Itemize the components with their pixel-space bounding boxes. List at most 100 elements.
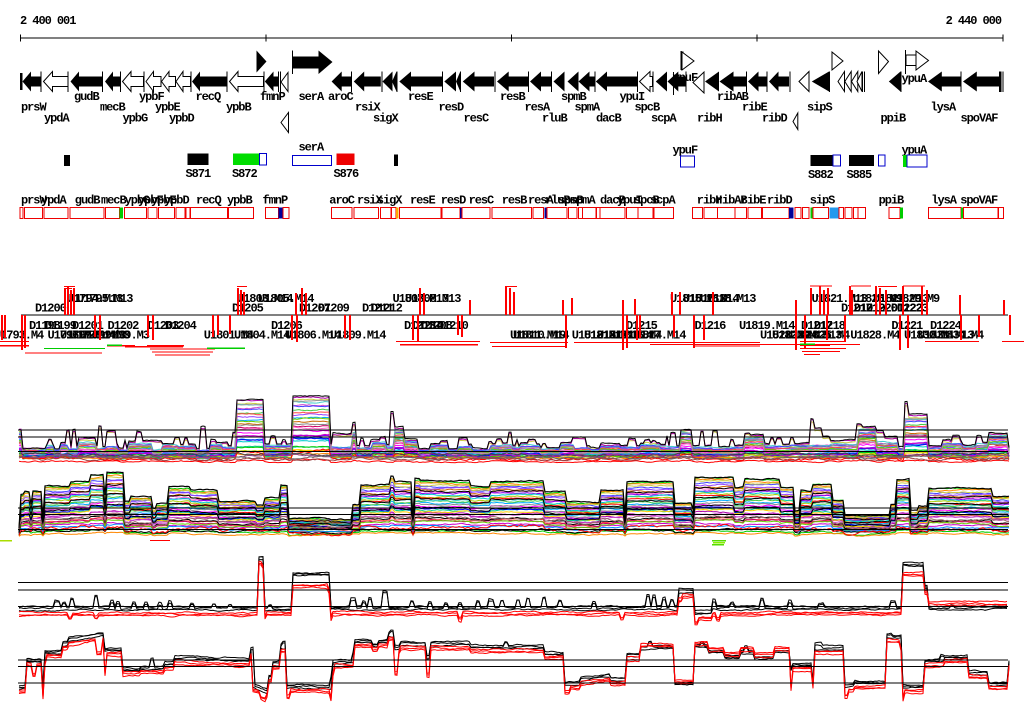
svg-text:U1805.M14: U1805.M14 xyxy=(258,292,314,306)
svg-text:ypdA: ypdA xyxy=(41,194,67,208)
svg-text:S882: S882 xyxy=(808,168,833,182)
svg-text:D1204: D1204 xyxy=(165,319,197,333)
svg-text:U1797.M14: U1797.M14 xyxy=(60,329,116,343)
svg-text:ribE: ribE xyxy=(741,194,766,208)
svg-text:recQ: recQ xyxy=(196,90,221,104)
svg-text:aroC: aroC xyxy=(328,90,353,104)
svg-text:U1811.M19: U1811.M19 xyxy=(510,329,566,343)
svg-text:U1801.M4: U1801.M4 xyxy=(204,329,254,343)
svg-text:D1200: D1200 xyxy=(35,302,67,316)
svg-text:ypuA: ypuA xyxy=(902,72,928,86)
svg-text:D1202: D1202 xyxy=(108,319,140,333)
svg-text:/99.M3: /99.M3 xyxy=(112,329,150,343)
svg-text:D1224: D1224 xyxy=(930,319,962,333)
svg-text:U1812.M13: U1812.M13 xyxy=(572,329,628,343)
svg-text:ribD: ribD xyxy=(767,194,792,208)
svg-text:U1823.M13: U1823.M13 xyxy=(772,329,828,343)
svg-text:ypbE: ypbE xyxy=(151,194,176,208)
svg-text:spmB: spmB xyxy=(558,194,583,208)
svg-text:D1198: D1198 xyxy=(29,319,61,333)
svg-text:sipS: sipS xyxy=(807,101,832,115)
svg-text:U1826.M9: U1826.M9 xyxy=(853,292,903,306)
svg-text:mecB: mecB xyxy=(101,194,126,208)
svg-text:spmA: spmA xyxy=(575,101,601,115)
svg-text:resA: resA xyxy=(528,194,554,208)
svg-text:ppiB: ppiB xyxy=(881,112,906,126)
svg-text:rluB: rluB xyxy=(542,112,567,126)
svg-text:S872: S872 xyxy=(232,167,257,181)
svg-text:spcB: spcB xyxy=(634,194,659,208)
svg-text:resE: resE xyxy=(408,90,433,104)
svg-text:D1215: D1215 xyxy=(626,319,658,333)
svg-text:spoVAF: spoVAF xyxy=(960,194,998,208)
svg-text:ribAB: ribAB xyxy=(716,194,748,208)
svg-text:mecB: mecB xyxy=(100,101,125,115)
svg-text:U1821.M13: U1821.M13 xyxy=(812,292,868,306)
svg-text:D1218: D1218 xyxy=(814,319,846,333)
svg-text:fmnP: fmnP xyxy=(260,90,285,104)
svg-text:serA: serA xyxy=(299,90,325,104)
svg-text:U1794.M13: U1794.M13 xyxy=(67,292,123,306)
svg-text:U1817.M14: U1817.M14 xyxy=(630,329,686,343)
svg-text:D1201: D1201 xyxy=(72,319,104,333)
svg-text:resC: resC xyxy=(464,112,489,126)
svg-text:D1223: D1223 xyxy=(897,302,929,316)
svg-text:D1205: D1205 xyxy=(232,302,264,316)
svg-text:fmnP: fmnP xyxy=(263,194,288,208)
svg-text:ypbD: ypbD xyxy=(169,112,194,126)
svg-text:aroC: aroC xyxy=(329,194,354,208)
svg-text:gudB: gudB xyxy=(74,90,99,104)
svg-text:ribH: ribH xyxy=(697,112,722,126)
svg-text:D1210: D1210 xyxy=(437,319,469,333)
svg-text:D1211: D1211 xyxy=(362,302,394,316)
svg-text:U1818.M13: U1818.M13 xyxy=(700,292,756,306)
svg-text:scpA: scpA xyxy=(650,194,676,208)
svg-text:U1799.M3: U1799.M3 xyxy=(80,329,130,343)
svg-text:ypdA: ypdA xyxy=(44,112,70,126)
svg-text:D1206: D1206 xyxy=(271,319,303,333)
svg-text:ypbD: ypbD xyxy=(164,194,189,208)
svg-text:D1213: D1213 xyxy=(404,319,436,333)
svg-text:U1796.M4: U1796.M4 xyxy=(48,329,98,343)
svg-text:U1834.M4: U1834.M4 xyxy=(934,329,984,343)
svg-text:ypbG: ypbG xyxy=(123,112,148,126)
svg-text:gudB: gudB xyxy=(75,194,100,208)
svg-text:resD: resD xyxy=(439,101,464,115)
svg-text:ribE: ribE xyxy=(742,101,767,115)
svg-text:U1804.M14: U1804.M14 xyxy=(234,329,290,343)
svg-text:U1816.M14: U1816.M14 xyxy=(683,292,739,306)
svg-text:scpA: scpA xyxy=(651,112,677,126)
svg-text:D1217: D1217 xyxy=(841,302,873,316)
svg-text:2 440 000: 2 440 000 xyxy=(946,14,1002,28)
svg-text:spmB: spmB xyxy=(561,90,586,104)
svg-text:lysA: lysA xyxy=(931,101,957,115)
svg-text:sigX: sigX xyxy=(373,112,399,126)
svg-text:D1203: D1203 xyxy=(148,319,180,333)
svg-text:serA: serA xyxy=(299,141,325,155)
svg-text:ribH: ribH xyxy=(697,194,722,208)
svg-text:recQ: recQ xyxy=(196,194,221,208)
svg-text:ypbB: ypbB xyxy=(227,194,252,208)
svg-text:ypbF: ypbF xyxy=(138,194,163,208)
svg-text:D1209: D1209 xyxy=(318,302,350,316)
svg-text:U1824.M13: U1824.M13 xyxy=(786,329,842,343)
svg-text:prsW: prsW xyxy=(21,101,47,115)
svg-text:D1219: D1219 xyxy=(854,302,886,316)
svg-text:D1199: D1199 xyxy=(45,319,77,333)
svg-text:U1808.M13: U1808.M13 xyxy=(405,292,461,306)
svg-text:U1830.M4: U1830.M4 xyxy=(904,329,954,343)
svg-text:prsW: prsW xyxy=(21,194,47,208)
svg-text:resE: resE xyxy=(410,194,435,208)
svg-text:U1803.M14: U1803.M14 xyxy=(237,292,293,306)
svg-text:D1212: D1212 xyxy=(371,302,403,316)
svg-text:D1222: D1222 xyxy=(891,302,923,316)
svg-text:ypbF: ypbF xyxy=(139,90,164,104)
svg-text:rsiX: rsiX xyxy=(357,194,383,208)
svg-text:S871: S871 xyxy=(186,167,211,181)
svg-text:D1207: D1207 xyxy=(299,302,331,316)
svg-text:U1795.M13: U1795.M13 xyxy=(77,292,133,306)
svg-text:ribD: ribD xyxy=(762,112,787,126)
svg-text:S876: S876 xyxy=(334,167,359,181)
svg-text:resA: resA xyxy=(525,101,551,115)
svg-text:2 400 001: 2 400 001 xyxy=(20,14,76,28)
